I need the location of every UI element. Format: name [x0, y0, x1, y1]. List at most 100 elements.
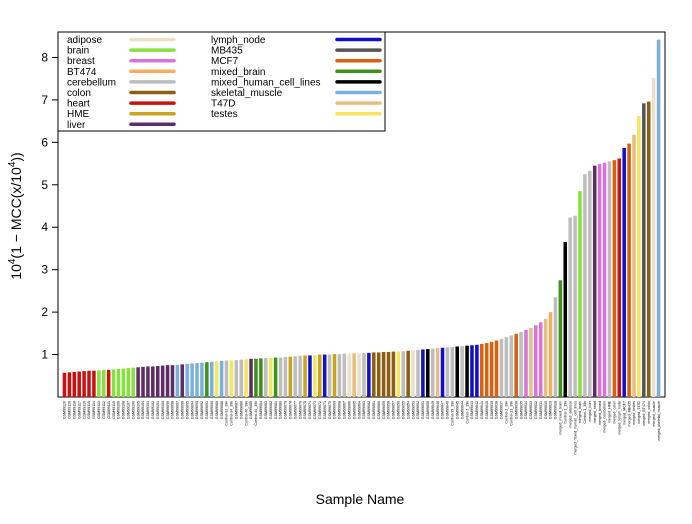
x-tick-label: GSM99108 [122, 401, 126, 419]
x-tick-label: GSM99051 [421, 401, 425, 419]
bar [87, 370, 91, 397]
bar [430, 348, 435, 397]
x-tick-label: GSM99074 [308, 401, 312, 419]
x-tick-label: GSM99080 [279, 401, 283, 419]
x-tick-label: GSM99036 [514, 401, 518, 419]
bar [362, 352, 366, 397]
bar [322, 354, 327, 397]
bar [563, 242, 568, 397]
x-tick-label: GSM99111 [107, 401, 111, 419]
bar [342, 353, 347, 397]
bar [318, 354, 322, 397]
x-tick-label: GSM99098 [171, 401, 175, 419]
x-tick-label: merged_heart [593, 401, 597, 423]
y-tick-label: 7 [41, 93, 48, 107]
bar [622, 147, 626, 397]
x-tick-label: GSM99100 [161, 401, 165, 419]
x-tick-label: GSM99048 [436, 401, 440, 419]
x-tick-label: GSM99102 [151, 401, 155, 419]
x-tick-label: GSM99106 [131, 401, 135, 419]
x-tick-label: GSM99117 [77, 401, 81, 419]
bar [254, 358, 258, 397]
legend-label: heart [67, 99, 90, 110]
legend-label: BT474 [67, 67, 97, 78]
x-tick-label: GSM99114 [92, 401, 96, 419]
x-tick-label: GSM99095 [185, 401, 189, 419]
bar [160, 365, 165, 397]
x-tick-label: merged_lymph_node [617, 401, 621, 435]
legend: adiposebrainbreastBT474cerebellumcolonhe… [57, 31, 386, 132]
x-tick-label: merged_MB435 [627, 401, 631, 427]
x-tick-label: GSM99030 [544, 401, 548, 419]
x-tick-label: GSM99069 [333, 401, 337, 419]
bar [180, 364, 185, 397]
x-tick-label: GSM99066 [347, 401, 351, 419]
x-tick-label: Control-1_39k [563, 401, 567, 424]
bar [308, 355, 312, 397]
x-tick-label: GSM99083 [264, 401, 268, 419]
bar [200, 362, 204, 397]
bar [141, 366, 145, 397]
x-tick-label: GSM99058 [387, 401, 391, 419]
bar [494, 340, 499, 397]
x-tick-label: GSM99029 [549, 401, 553, 419]
x-tick-label: GSM99105 [136, 401, 140, 419]
bar [406, 350, 410, 397]
bar [268, 357, 273, 397]
y-tick-label: 8 [41, 50, 48, 64]
legend-label: HME [67, 109, 90, 120]
bar [480, 343, 484, 397]
x-tick-label: GSM99112 [102, 401, 106, 419]
bar [101, 369, 106, 397]
bar [288, 356, 293, 397]
x-tick-label: GSM99077 [293, 401, 297, 419]
bar [519, 332, 523, 397]
bar [651, 77, 656, 397]
x-tick-label: GSM99113 [97, 401, 101, 419]
bar [313, 354, 317, 397]
bar [146, 366, 150, 397]
legend-label: MB435 [211, 46, 243, 57]
legend-label: mixed_human_cell_lines [211, 77, 321, 88]
x-tick-label: GSM99091 [205, 401, 209, 419]
y-tick-label: 4 [41, 220, 48, 234]
x-tick-label: GSM99068 [338, 401, 342, 419]
x-tick-label: merged_brain [578, 401, 582, 423]
bar [327, 354, 332, 397]
bar [170, 365, 175, 397]
x-tick-label: Control-2_39k [505, 401, 509, 424]
bar [450, 346, 455, 397]
x-tick-label: GSM99118 [72, 401, 76, 419]
x-tick-label: GSM99079 [284, 401, 288, 419]
x-tick-label: merged_mixed_brain [559, 401, 563, 435]
bar [548, 312, 553, 397]
bar [352, 353, 356, 397]
bar [529, 327, 533, 397]
bar [627, 143, 631, 397]
legend-label: T47D [211, 99, 235, 110]
bar [514, 333, 518, 397]
x-tick-label: merged_skeletal_muscle [657, 401, 661, 441]
x-tick-label: Control-1_39k [465, 401, 469, 424]
x-tick-label: GSM99090 [210, 401, 214, 419]
x-tick-label: GSM99075 [303, 401, 307, 419]
x-tick-label: Control-44_39k [254, 401, 258, 426]
x-tick-label: GSM99119 [68, 401, 72, 419]
x-tick-label: GSM99110 [112, 401, 116, 419]
x-tick-label: GSM99096 [180, 401, 184, 419]
x-tick-label: GSM99115 [87, 401, 91, 419]
x-tick-label: GSM99054 [406, 401, 410, 419]
bar [534, 325, 538, 397]
x-tick-label: GSM99057 [392, 401, 396, 419]
x-tick-label: GSM99097 [176, 401, 180, 419]
x-tick-label: merged_HME [608, 400, 612, 423]
x-tick-label: Control-21_39k [509, 401, 513, 426]
x-tick-label: Control-1_39k [583, 401, 587, 424]
x-tick-label: Control-32_39k [225, 401, 229, 426]
bar [416, 349, 420, 397]
bar [303, 355, 307, 397]
bar [229, 360, 234, 397]
x-tick-label: GSM99050 [426, 401, 430, 419]
bar [244, 359, 248, 397]
